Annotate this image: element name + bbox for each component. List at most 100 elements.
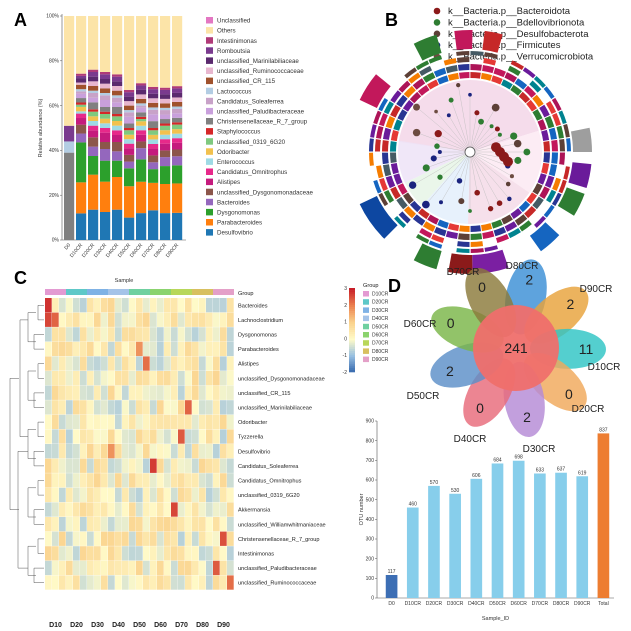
panel-b-outer-block	[454, 30, 473, 50]
panel-c-heat-cell	[206, 458, 213, 473]
panel-c-legend-swatch	[363, 356, 369, 363]
panel-b-ring-segment	[427, 79, 439, 90]
panel-d-venn-petal-label: D40CR	[454, 434, 487, 445]
panel-c-row-label: Bacteroides	[238, 303, 268, 309]
panel-c-heat-cell	[108, 356, 115, 371]
panel-a-bar-segment	[148, 155, 159, 163]
panel-c-heat-cell	[108, 487, 115, 503]
panel-b-node	[413, 103, 420, 111]
panel-b-branch	[469, 151, 510, 200]
panel-d-bar-value-label: 530	[451, 488, 460, 494]
panel-c-dendrogram-branch	[27, 370, 36, 401]
panel-b-ring-segment	[415, 60, 430, 71]
panel-c-heat-cell	[115, 560, 122, 576]
panel-a-bar-segment	[100, 95, 111, 100]
panel-c-heat-cell	[206, 400, 213, 415]
panel-b-ring-segment	[482, 64, 495, 74]
panel-a-y-tick-label: 0%	[52, 238, 60, 244]
panel-c-heat-cell	[80, 385, 87, 400]
panel-b-branch	[448, 115, 471, 153]
panel-c-heat-cell	[52, 546, 59, 561]
panel-c-heat-cell	[115, 298, 122, 313]
panel-b-ring-segment	[417, 85, 430, 96]
panel-c-heat-cell	[199, 429, 206, 444]
panel-a-bar-segment	[136, 94, 147, 99]
panel-b-ring-segment	[437, 75, 449, 85]
panel-b-ring-segment	[539, 104, 550, 118]
panel-a-legend-label: unclassified_CR_115	[217, 78, 276, 85]
panel-c-dendrogram-branch	[27, 487, 36, 518]
panel-b-ring-segment	[456, 248, 470, 253]
panel-b-ring-segment	[558, 179, 567, 194]
panel-c-heat-cell	[164, 473, 171, 488]
panel-b-node	[503, 156, 513, 167]
panel-c-heat-cell	[52, 458, 59, 473]
panel-c-heat-cell	[45, 546, 52, 561]
panel-c-heat-cell	[199, 400, 206, 415]
panel-c-heat-cell	[157, 356, 164, 371]
panel-c-heat-cell	[178, 327, 185, 342]
panel-b-ring-segment	[541, 129, 550, 141]
panel-b-ring-segment	[556, 125, 564, 139]
panel-c-heat-cell	[185, 385, 192, 400]
panel-c-heat-cell	[220, 356, 227, 371]
panel-c-scale-step	[349, 300, 355, 303]
panel-d-bar-y-tick-label: 0	[371, 596, 374, 602]
panel-c-heat-cell	[129, 458, 136, 473]
panel-c-dendrogram-branch	[27, 545, 36, 576]
panel-c-scale-step	[349, 348, 355, 352]
panel-c-legend-swatch	[363, 323, 369, 330]
panel-c-heat-cell	[227, 385, 234, 400]
panel-b-legend-label: k__Bacteria.p__Bacteroidota	[448, 6, 571, 17]
panel-c-heat-cell	[52, 371, 59, 386]
panel-c-heat-cell	[213, 531, 220, 546]
panel-b-ring-segment	[445, 230, 458, 240]
panel-c-group-label: D50	[133, 622, 146, 629]
panel-b-ring-segment	[390, 152, 397, 163]
panel-c-heat-cell	[220, 371, 227, 386]
panel-c-heat-cell	[227, 429, 234, 444]
panel-c-heat-cell	[87, 575, 94, 590]
panel-c-heat-cell	[199, 502, 206, 517]
panel-b-ring-segment	[382, 127, 392, 140]
panel-d-bar-value-label: 837	[599, 427, 608, 433]
panel-a-legend-label: Christensenellaceae_R_7_group	[217, 119, 308, 126]
panel-b-ring-segment	[437, 219, 449, 229]
panel-c-heat-cell	[66, 414, 73, 430]
panel-c-scale-tick: 3	[344, 286, 347, 292]
panel-c-heat-cell	[45, 327, 52, 342]
panel-c-heat-cell	[171, 429, 178, 444]
panel-a-bar-segment	[88, 109, 99, 112]
panel-c-heat-cell	[80, 502, 87, 517]
panel-b-node	[468, 209, 472, 213]
panel-b-ring-segment	[447, 72, 459, 81]
panel-b-ring-segment	[558, 110, 567, 125]
panel-c-heat-cell	[199, 298, 206, 313]
panel-a-bar-segment	[100, 72, 111, 75]
panel-a-bar-segment	[124, 168, 135, 187]
panel-a-bar-segment	[172, 86, 183, 89]
panel-c-heat-cell	[101, 298, 108, 313]
panel-a-bar-segment	[172, 138, 183, 143]
panel-b-outer-block	[482, 30, 503, 53]
panel-c-dendrogram-branch	[17, 451, 28, 569]
panel-b-legend-marker	[433, 19, 441, 26]
panel-a-legend-swatch	[206, 87, 213, 95]
panel-c-heat-cell	[171, 312, 178, 327]
panel-b-ring-segment	[390, 90, 402, 103]
panel-c-heat-cell	[66, 546, 73, 561]
panel-c-scale-step	[349, 304, 355, 308]
panel-c-heat-cell	[73, 473, 80, 488]
panel-b-ring-segment	[390, 186, 401, 200]
panel-a-legend-swatch	[206, 37, 213, 44]
panel-c-heat-cell	[220, 502, 227, 517]
panel-a-legend-label: Intestinimonas	[217, 38, 257, 45]
panel-b-ring-segment	[398, 211, 411, 224]
panel-a-bar-segment	[88, 130, 99, 138]
panel-c-heat-cell	[178, 429, 185, 444]
panel-c-group-label: D30	[91, 622, 104, 629]
panel-a-bar-segment	[112, 142, 123, 152]
panel-c-legend-label: D40CR	[372, 316, 389, 322]
panel-c-heat-cell	[164, 385, 171, 400]
panel-c-heat-cell	[185, 502, 192, 517]
